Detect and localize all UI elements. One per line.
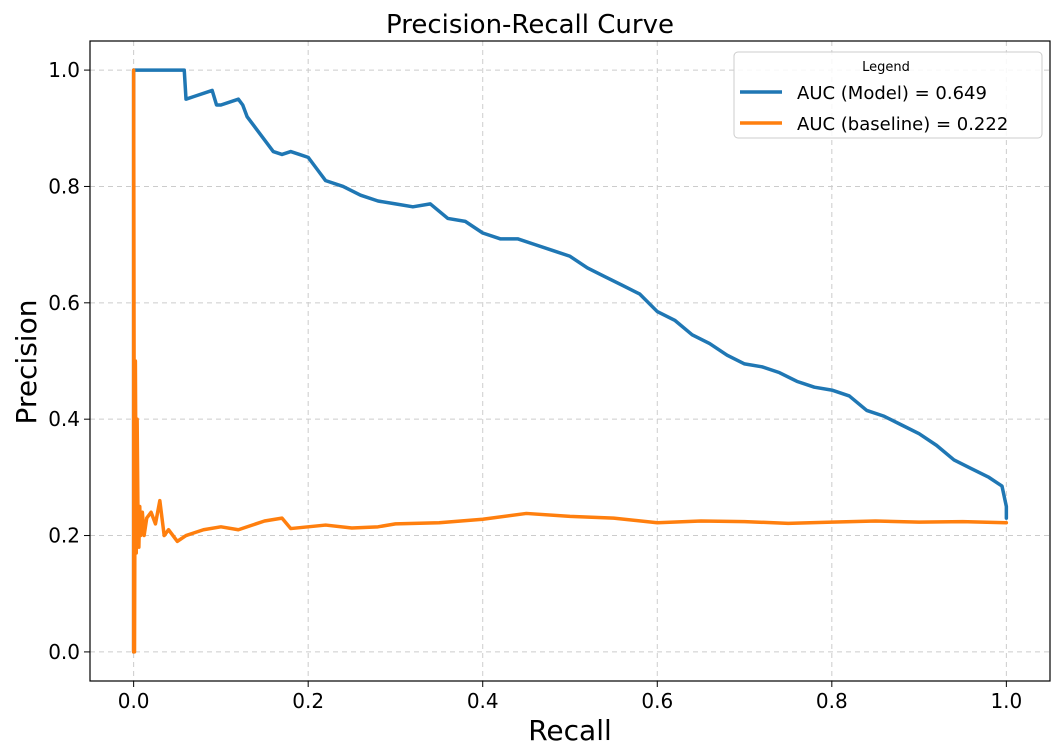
x-axis-ticks: 0.0 0.2 0.4 0.6 0.8 1.0 — [118, 681, 1022, 713]
legend-entry-baseline: AUC (baseline) = 0.222 — [797, 114, 1008, 135]
legend-entry-model: AUC (Model) = 0.649 — [797, 83, 987, 104]
plot-frame — [89, 40, 1051, 682]
grid-lines — [90, 41, 1050, 681]
y-tick-label: 0.6 — [48, 291, 80, 315]
y-axis-label: Precision — [10, 300, 43, 425]
y-tick-label: 0.2 — [48, 524, 80, 548]
x-tick-label: 0.6 — [641, 689, 673, 713]
x-tick-label: 0.2 — [292, 689, 324, 713]
legend: Legend AUC (Model) = 0.649 AUC (baseline… — [733, 51, 1043, 139]
y-tick-label: 0.8 — [48, 174, 80, 198]
y-tick-label: 0.0 — [48, 640, 80, 664]
legend-box — [733, 51, 1043, 139]
x-axis-label: Recall — [528, 714, 612, 747]
series-layer — [131, 68, 1009, 654]
y-tick-label: 0.4 — [48, 407, 80, 431]
chart-title: Precision-Recall Curve — [386, 10, 674, 40]
x-tick-label: 0.8 — [816, 689, 848, 713]
x-tick-label: 0.4 — [467, 689, 499, 713]
series-line-model — [131, 68, 1009, 654]
series-line-baseline — [131, 68, 1009, 654]
x-tick-label: 1.0 — [990, 689, 1022, 713]
x-tick-label: 0.0 — [118, 689, 150, 713]
y-axis-ticks: 0.0 0.2 0.4 0.6 0.8 1.0 — [48, 58, 90, 664]
legend-title: Legend — [862, 60, 910, 75]
y-tick-label: 1.0 — [48, 58, 80, 82]
